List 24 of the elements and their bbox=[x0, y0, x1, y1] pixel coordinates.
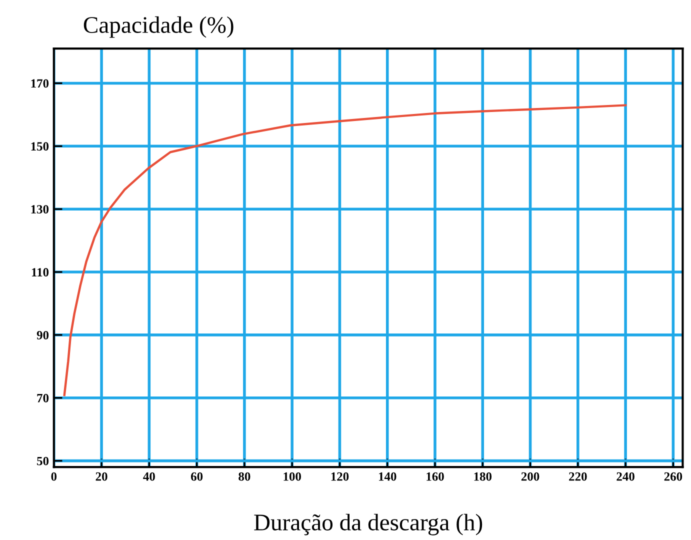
x-tick-label: 60 bbox=[190, 472, 203, 481]
y-tick-label: 110 bbox=[32, 268, 49, 276]
x-tick-label: 120 bbox=[331, 472, 349, 481]
x-tick-label: 80 bbox=[238, 472, 250, 481]
x-tick-label: 200 bbox=[521, 472, 540, 481]
x-tick-label: 140 bbox=[378, 472, 396, 481]
x-tick-label: 180 bbox=[474, 472, 492, 481]
x-tick-label: 240 bbox=[616, 472, 634, 481]
y-tick-label: 130 bbox=[31, 205, 49, 214]
chart-title: Capacidade (%) bbox=[84, 16, 234, 38]
x-tick-label: 20 bbox=[96, 472, 108, 481]
y-tick-label: 70 bbox=[37, 394, 49, 402]
x-tick-label: 100 bbox=[284, 472, 301, 481]
y-tick-label: 90 bbox=[36, 330, 49, 340]
x-tick-label: 220 bbox=[569, 472, 587, 481]
y-tick-label: 50 bbox=[37, 456, 49, 466]
y-tick-label: 150 bbox=[31, 142, 49, 151]
x-tick-label: 40 bbox=[143, 472, 155, 481]
x-tick-label: 0 bbox=[51, 472, 57, 481]
x-tick-label: 260 bbox=[664, 472, 682, 481]
line-series bbox=[63, 104, 627, 396]
x-tick-label: 160 bbox=[426, 472, 444, 481]
y-tick-label: 170 bbox=[31, 79, 49, 88]
x-axis-title: Duração da descarga (h) bbox=[254, 514, 482, 536]
